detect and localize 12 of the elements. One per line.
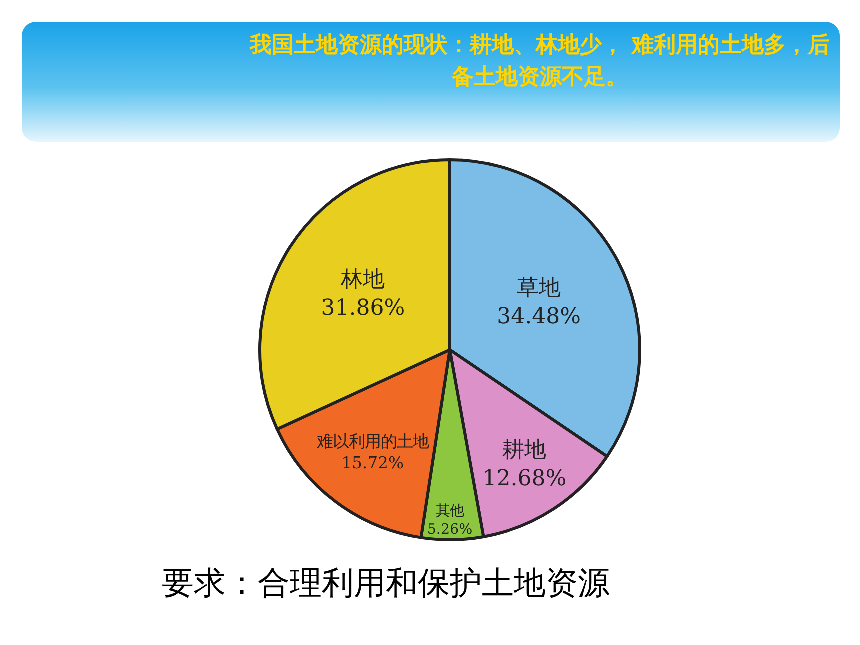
- slice-label: 难以利用的土地: [316, 432, 429, 452]
- slice-label: 其他: [436, 504, 464, 520]
- slice-label: 耕地: [502, 438, 547, 463]
- slice-label: 林地: [340, 268, 386, 293]
- slice-label: 草地: [517, 276, 562, 301]
- data-label: 15.72%: [342, 453, 404, 472]
- data-label: 31.86%: [321, 296, 406, 322]
- chart-title: 我国土地资源的现状：耕地、林地少， 难利用的土地多，后备土地资源不足。: [248, 32, 831, 92]
- data-label: 12.68%: [482, 466, 567, 492]
- data-label: 34.48%: [497, 304, 582, 330]
- data-label: 5.26%: [427, 522, 473, 538]
- text: 要求：合理利用和保护土地资源: [162, 563, 610, 604]
